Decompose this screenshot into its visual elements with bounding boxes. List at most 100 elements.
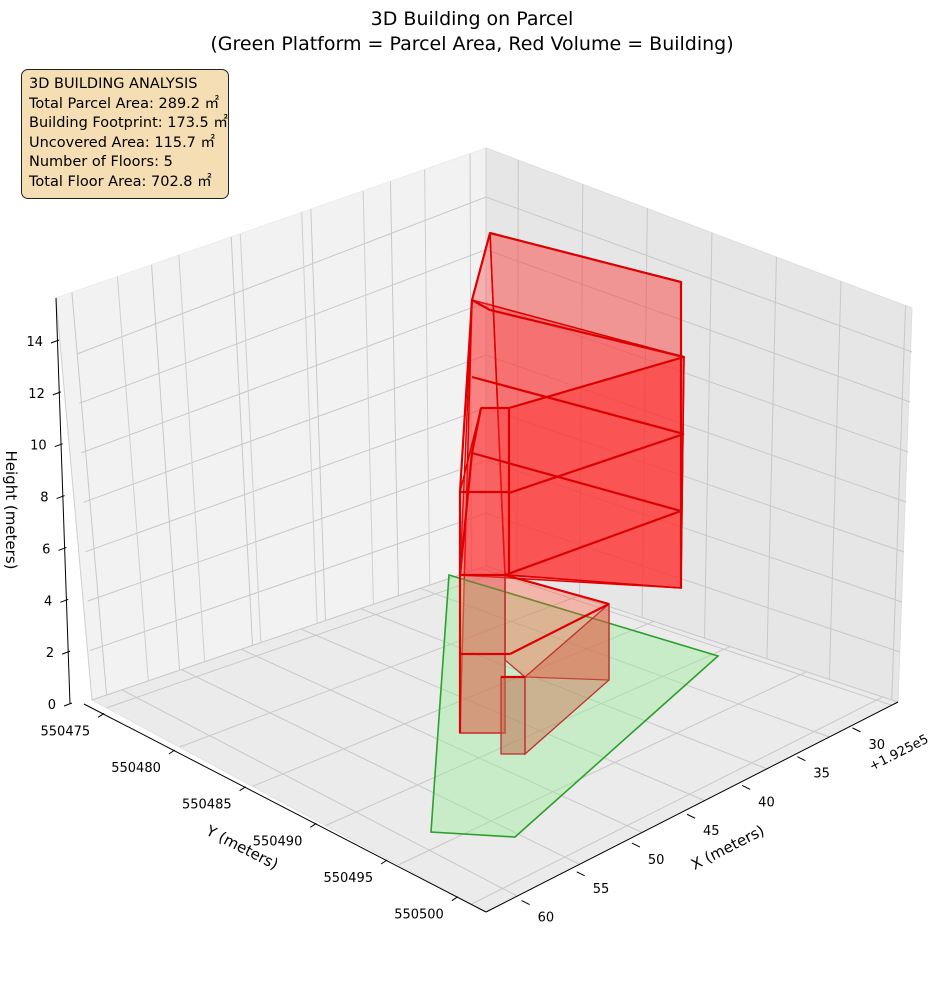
x-axis-line — [485, 701, 899, 913]
x-gridline — [516, 160, 519, 577]
z-tick — [50, 339, 60, 344]
y-gridline — [310, 209, 326, 621]
floor-line — [471, 375, 685, 436]
y-tick-label: 550480 — [111, 761, 161, 776]
z-tick — [54, 443, 63, 448]
z-tick — [61, 650, 71, 655]
chart-subtitle: (Green Platform = Parcel Area, Red Volum… — [210, 33, 733, 55]
x-tick-label: 45 — [703, 824, 720, 839]
gridlines — [55, 148, 913, 905]
x-tick-label: 55 — [593, 882, 610, 897]
x-tick — [521, 900, 530, 906]
y-tick — [451, 896, 459, 902]
building-geometry — [430, 231, 720, 838]
analysis-line-footprint: Building Footprint: 173.5 ㎡ — [29, 115, 228, 131]
x-tick-label: 60 — [538, 911, 555, 926]
floor-line — [471, 299, 685, 359]
analysis-line-parcel: Total Parcel Area: 289.2 ㎡ — [29, 95, 220, 112]
y-tick-label: 550495 — [323, 871, 373, 886]
tick-labels: 0 2 4 6 8 10 12 14 550475 550480 550485 550490 55049… — [26, 335, 885, 926]
y-gridline — [389, 181, 399, 596]
z-tick — [60, 598, 69, 603]
z-tick — [58, 546, 67, 551]
building-face — [524, 602, 610, 756]
z-axis-line — [55, 297, 71, 705]
floor-line — [458, 407, 483, 576]
floor-line — [509, 603, 610, 655]
z-tick-label: 4 — [44, 594, 52, 609]
x-tick — [686, 813, 696, 819]
z-tick-label: 12 — [28, 387, 45, 402]
x-tick-label: 50 — [648, 853, 665, 868]
x-gridline — [420, 587, 830, 738]
analysis-line-floors: Number of Floors: 5 — [29, 154, 173, 170]
x-tick — [741, 785, 751, 790]
x-gridline — [121, 689, 518, 897]
chart-title: 3D Building on Parcel — [371, 8, 574, 30]
x-tick-label: 35 — [813, 767, 830, 782]
wall-gridline — [301, 212, 318, 624]
analysis-line-uncovered: Uncovered Area: 115.7 ㎡ — [29, 134, 216, 151]
y-tick — [380, 859, 388, 865]
x-gridline — [703, 232, 713, 639]
x-gridline — [641, 208, 648, 618]
building-analysis-box: 3D BUILDING ANALYSIS Total Parcel Area: … — [21, 69, 229, 199]
wall-gridline — [55, 297, 93, 701]
z-tick — [56, 495, 65, 500]
z-tick-label: 8 — [40, 491, 48, 506]
floor-line — [471, 451, 682, 513]
building-face — [500, 676, 526, 755]
parcel-platform — [430, 573, 720, 838]
y-gridline — [151, 264, 181, 671]
z-tick-label: 6 — [42, 542, 50, 557]
x-gridline — [360, 608, 768, 770]
x-gridline — [891, 305, 907, 700]
floor-line — [489, 231, 683, 588]
floor-line — [481, 406, 511, 575]
floor-line — [504, 573, 610, 606]
x-tick — [797, 756, 806, 762]
x-axis-label: X (meters) — [688, 821, 767, 873]
z-tick-label: 10 — [30, 439, 47, 454]
floor-line — [504, 509, 682, 577]
y-tick-label: 550475 — [41, 724, 91, 739]
x-gridline — [241, 648, 643, 833]
y-tick-label: 550490 — [253, 834, 303, 849]
wall-gridline — [178, 255, 206, 662]
y-tick — [310, 822, 317, 828]
z-tick — [52, 391, 62, 396]
floor-line — [508, 432, 685, 495]
x-tick-label: 30 — [868, 738, 885, 753]
x-tick — [852, 727, 861, 733]
wall-gridline — [362, 190, 374, 605]
floor-line — [458, 232, 492, 733]
x-tick — [631, 842, 641, 848]
y-tick — [239, 786, 246, 792]
wall-gridline — [424, 169, 431, 586]
y-tick — [97, 712, 105, 718]
z-tick-label: 2 — [46, 646, 54, 661]
x-gridline — [181, 669, 580, 865]
z-tick-label: 0 — [48, 698, 56, 713]
y-tick — [168, 749, 176, 755]
y-axis-line — [83, 703, 487, 913]
wall-gridline — [239, 233, 262, 643]
x-tick — [576, 871, 585, 877]
axes-panes — [55, 147, 913, 913]
floor-line — [508, 355, 685, 410]
y-tick-label: 550500 — [394, 908, 444, 923]
z-tick-label: 14 — [26, 335, 43, 350]
axes — [50, 297, 899, 913]
x-gridline — [828, 281, 842, 680]
floor-outlines — [458, 231, 685, 733]
z-axis-label: Height (meters) — [2, 451, 20, 570]
analysis-heading: 3D BUILDING ANALYSIS — [29, 76, 198, 92]
x-gridline — [579, 184, 584, 597]
x-tick-label: 40 — [758, 795, 775, 810]
z-tick — [63, 702, 73, 707]
analysis-line-floor-area: Total Floor Area: 702.8 ㎡ — [29, 173, 212, 190]
y-gridline — [71, 292, 108, 696]
y-gridline — [230, 236, 254, 646]
x-gridline — [766, 257, 777, 659]
